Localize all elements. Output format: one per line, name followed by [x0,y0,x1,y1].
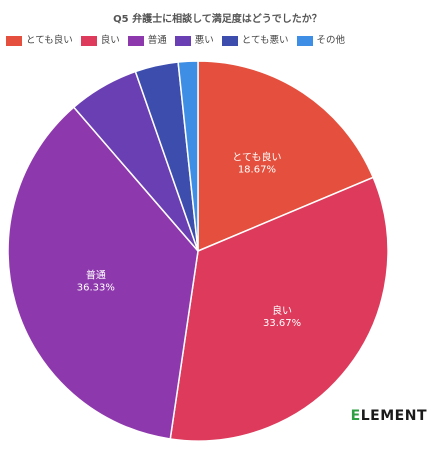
pie-slice [177,60,199,252]
legend-item: その他 [296,35,346,47]
legend-swatch [296,36,313,46]
legend-item: 普通 [127,35,167,47]
legend-swatch [6,36,22,46]
pie-slice [169,176,389,442]
legend-swatch [80,36,97,46]
legend-label: 良い [100,35,120,46]
pie-slice [7,106,199,440]
legend-swatch [127,36,144,46]
slice-value-label: 33.67% [263,318,301,329]
legend: とても良い 良い 普通 悪い とても悪い その他 [6,35,431,47]
slice-value-label: 18.67% [238,164,276,175]
pie-slice [197,60,375,253]
legend-label: その他 [316,35,346,46]
slice-value-label: 36.33% [77,283,115,294]
legend-label: 普通 [147,35,167,46]
legend-label: とても悪い [241,35,289,46]
chart-title: Q5 弁護士に相談して満足度はどうでしたか？ [113,14,322,25]
brand-logo-accent: E [350,408,361,424]
legend-item: とても悪い [221,35,289,47]
legend-item: 悪い [174,35,214,47]
slice-category-label: 良い [272,304,292,317]
legend-swatch [174,36,191,46]
brand-logo: ELEMENT [351,408,427,424]
legend-label: 悪い [194,35,214,46]
slice-category-label: とても良い [232,150,281,163]
legend-item: とても良い [6,35,73,47]
legend-item: 良い [80,35,120,47]
slice-category-label: 普通 [86,269,106,282]
brand-logo-text: LEMENT [360,408,427,424]
legend-label: とても良い [26,35,73,46]
legend-swatch [221,36,238,46]
